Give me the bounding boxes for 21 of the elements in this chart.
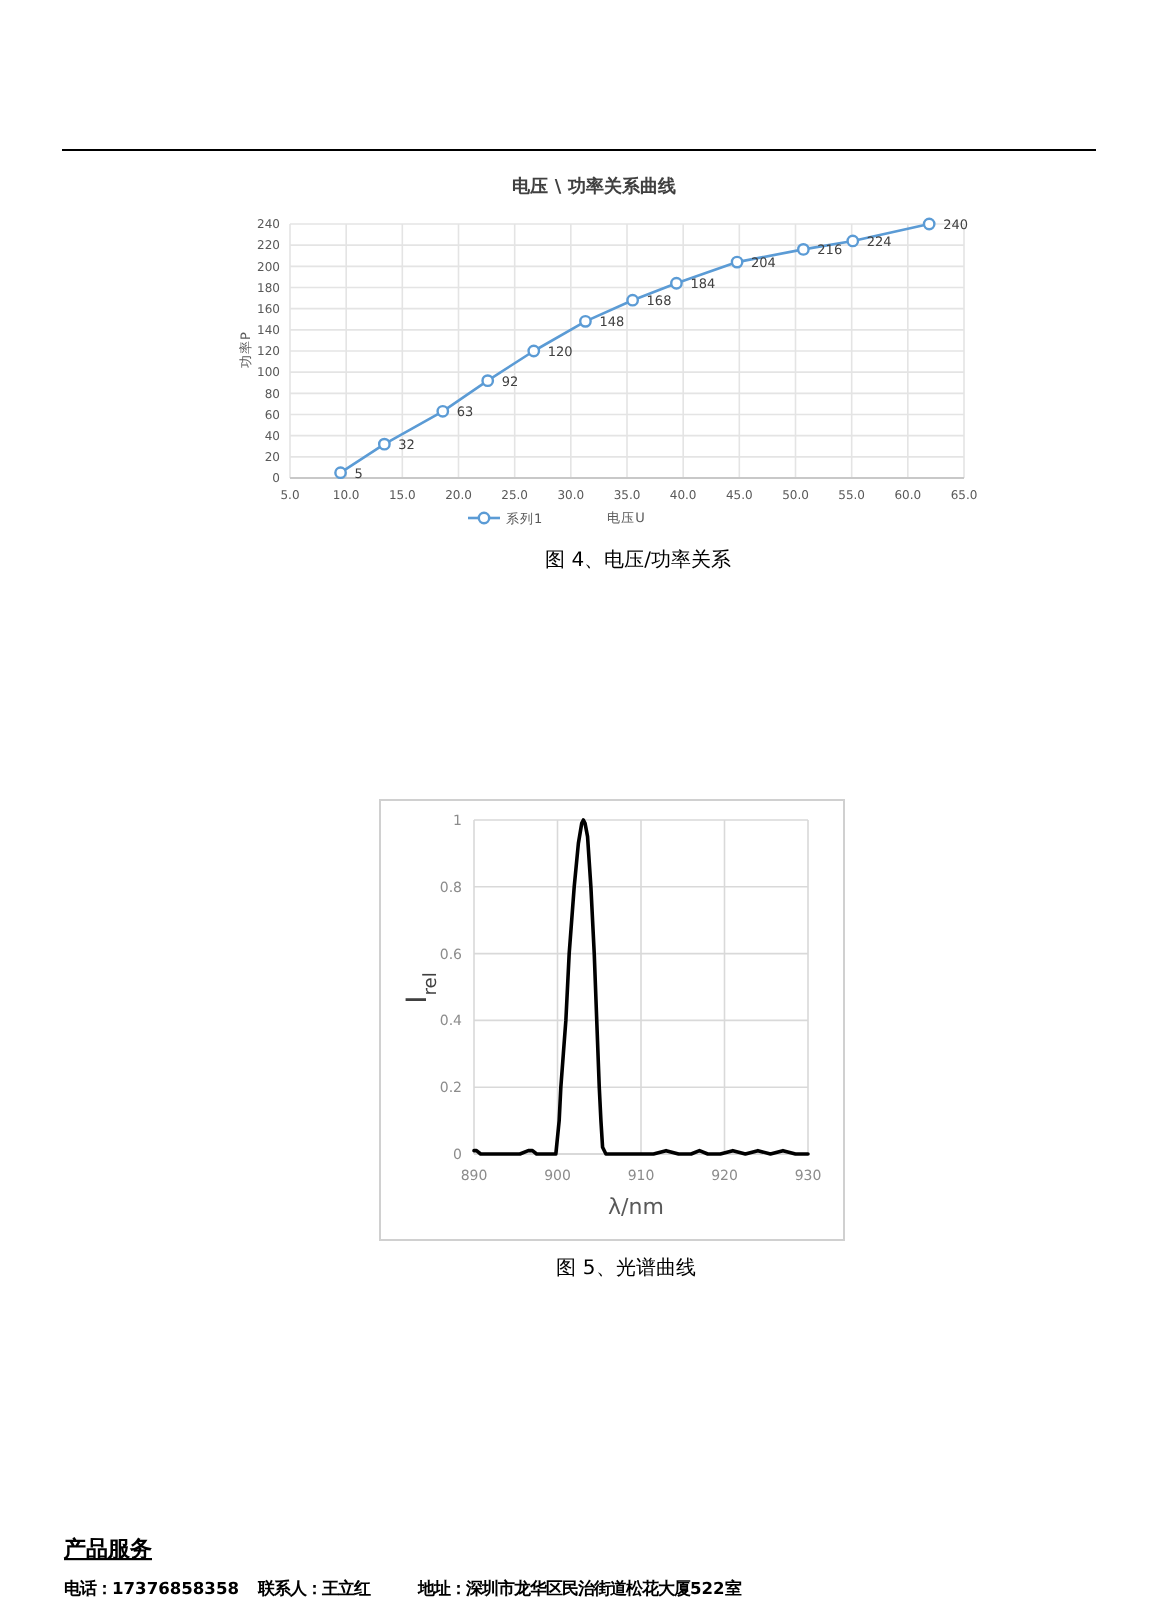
text: 产品服务 bbox=[62, 1536, 152, 1562]
point bbox=[377, 437, 391, 451]
point bbox=[670, 276, 683, 290]
text: 电话：17376858358 bbox=[64, 1578, 240, 1598]
point bbox=[922, 217, 936, 231]
chart-title: 电压 \ 功率关系曲线 bbox=[512, 176, 676, 198]
point bbox=[527, 344, 541, 358]
point bbox=[334, 466, 347, 480]
point bbox=[481, 374, 495, 388]
text: 联系人：王立红 bbox=[256, 1578, 370, 1598]
text: 地址：深圳市龙华区民治街道松花大厦522室 bbox=[416, 1578, 741, 1598]
caption: 图 4、电压/功率关系 bbox=[545, 548, 731, 572]
caption: 图 5、光谱曲线 bbox=[556, 1256, 696, 1280]
point bbox=[796, 243, 810, 256]
point bbox=[579, 314, 592, 328]
x-axis-title: λ/nm bbox=[608, 1194, 664, 1220]
line-series bbox=[472, 818, 810, 1156]
point bbox=[846, 234, 860, 248]
point bbox=[626, 293, 640, 307]
point bbox=[730, 255, 744, 269]
point bbox=[436, 404, 450, 418]
